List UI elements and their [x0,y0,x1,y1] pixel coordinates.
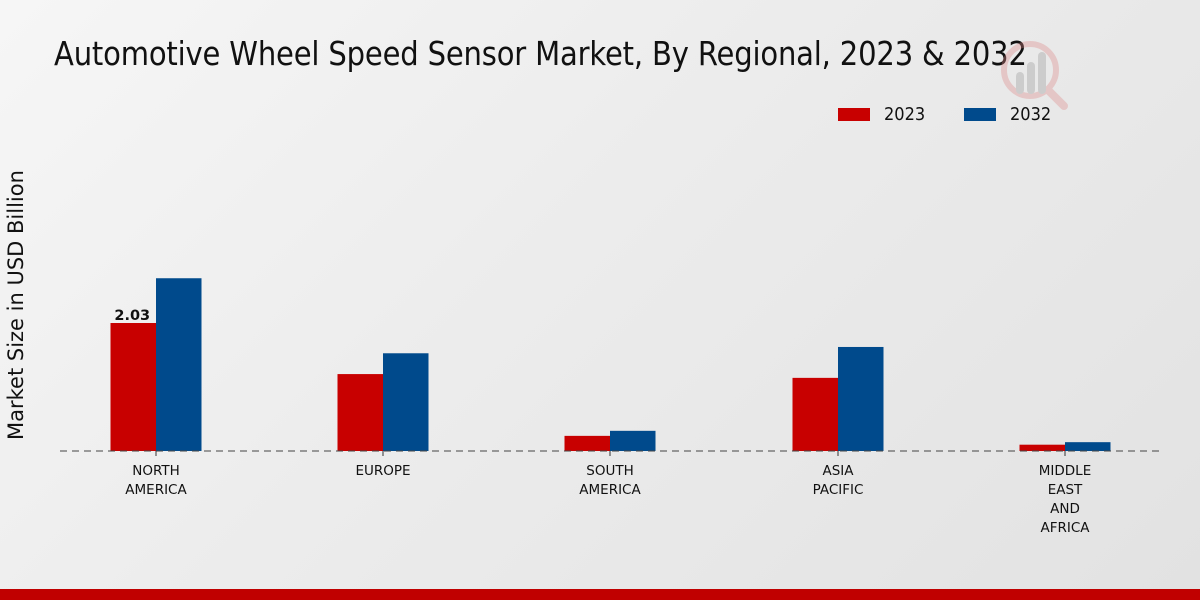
data-label: 2.03 [114,308,150,324]
x-ticks-group: NORTH AMERICA EUROPE SOUTH AMERICA ASIA PACIFI… [125,451,1091,536]
legend-swatch-2032 [963,108,996,121]
x-tick-label-middle-east-and-africa: MIDDLE EAST AND AFRICA [1039,463,1091,536]
legend: 2023 2032 [838,104,1090,125]
data-labels-group: 2.03 [114,308,150,324]
legend-item-2032: 2032 [963,104,1056,125]
watermark-logo-icon [1001,41,1068,110]
bar-2023-europe [337,374,383,451]
bar-2023-north-america [110,323,156,451]
x-tick-label-north-america: NORTH AMERICA [125,463,187,498]
x-tick-label-south-america: SOUTH AMERICA [579,463,641,498]
bottom-accent-bar [0,589,1200,600]
bars-group [110,278,1111,451]
bar-2023-asia-pacific [792,377,838,451]
bar-2023-middle-east-and-africa [1019,444,1065,451]
legend-swatch-2023 [838,108,870,121]
bar-2032-south-america [610,430,656,451]
bar-2032-europe [383,353,429,451]
legend-item-2023: 2023 [838,104,930,125]
legend-label-2032: 2032 [1009,104,1052,125]
x-tick-label-europe: EUROPE [355,463,410,479]
bar-2023-south-america [564,435,610,451]
legend-label-2023: 2023 [884,104,926,125]
x-tick-label-asia-pacific: ASIA PACIFIC [813,463,864,498]
bar-2032-middle-east-and-africa [1065,442,1111,451]
chart-title: Automotive Wheel Speed Sensor Market, By… [54,34,1027,73]
bar-2032-asia-pacific [838,346,884,451]
bar-2032-north-america [156,278,202,451]
